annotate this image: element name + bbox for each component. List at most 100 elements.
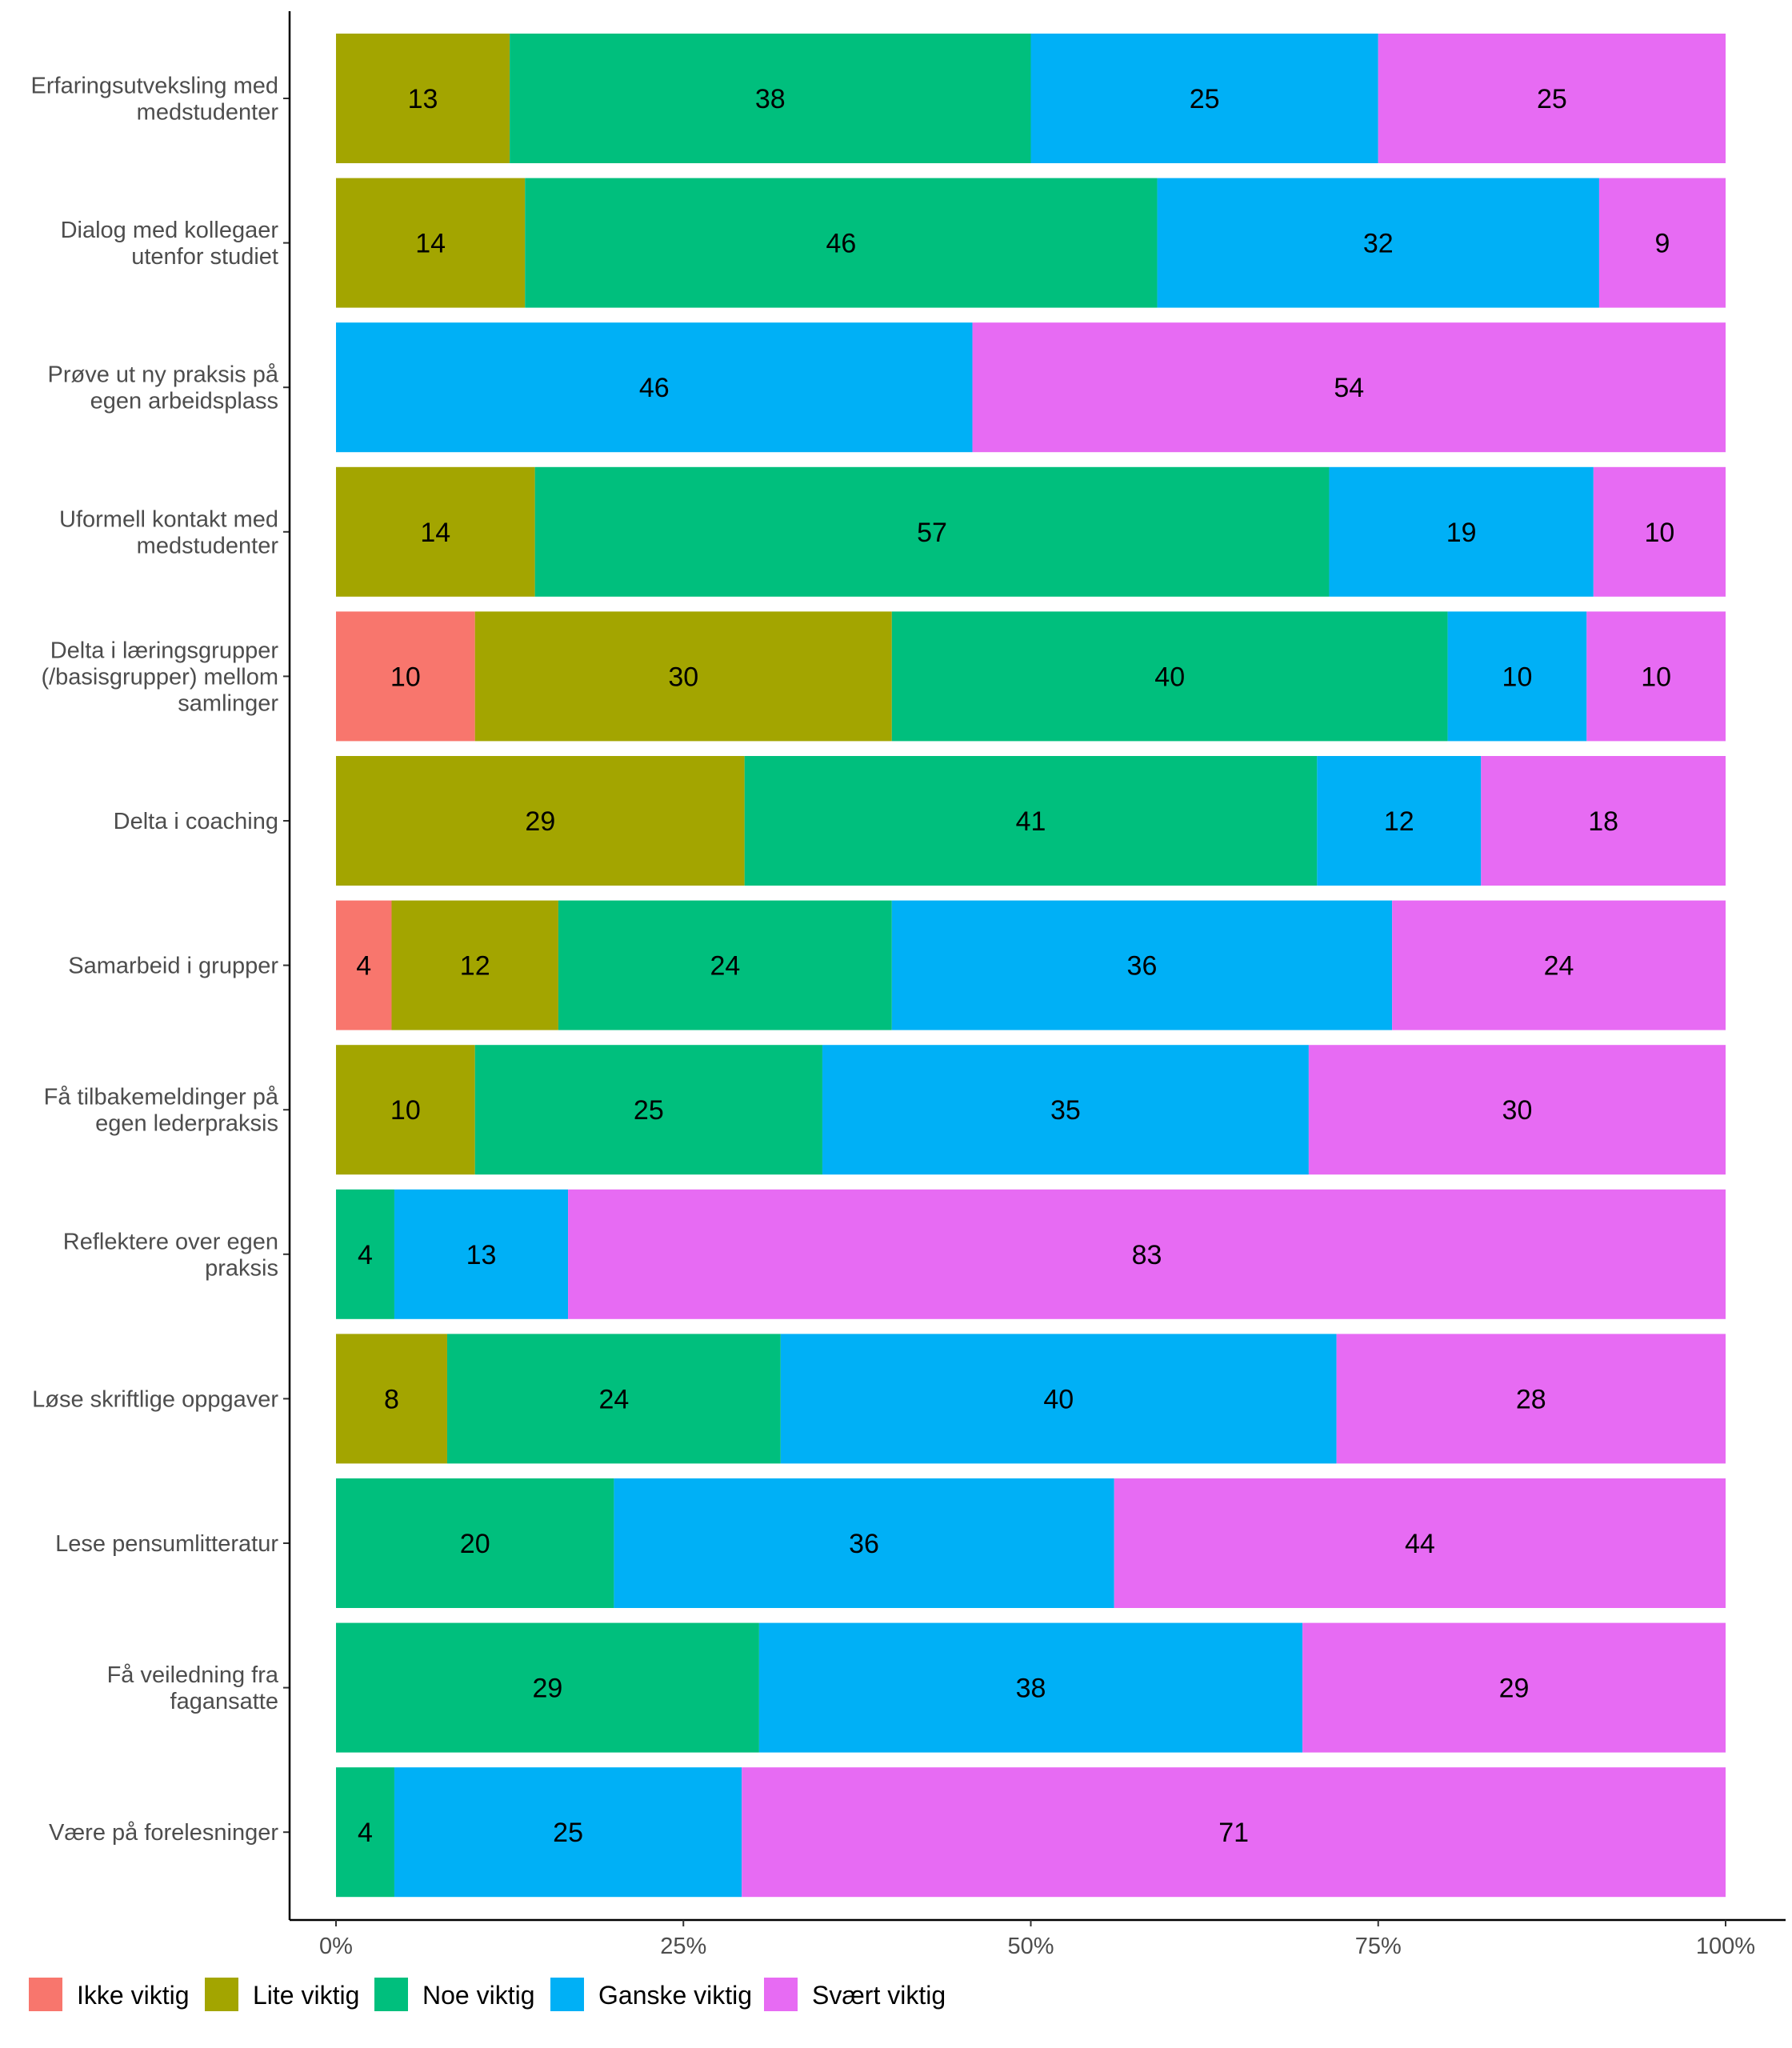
legend-label: Noe viktig (422, 1981, 535, 2010)
category-label: Få veiledning fra fagansatte (107, 1662, 279, 1714)
legend-label: Lite viktig (253, 1981, 359, 2010)
bar-segment (568, 1189, 1726, 1319)
data-label: 14 (415, 229, 446, 259)
data-label: 28 (1516, 1384, 1546, 1414)
bar-segment (1329, 466, 1594, 597)
data-labels-layer: 13 38 25 25 14 46 32 9 46 54 14 57 19 10 10 30 40 10 10 29 4… (356, 84, 1674, 1848)
bar-segment (394, 1767, 742, 1898)
data-label: 12 (1384, 806, 1414, 837)
data-label: 25 (634, 1095, 664, 1126)
bar-segment (1114, 1478, 1726, 1608)
legend-swatch (550, 1978, 584, 2011)
category-label: Delta i læringsgrupper (/basisgrupper) me… (41, 638, 278, 716)
category-label: Lese pensumlitteratur (55, 1531, 278, 1557)
data-label: 25 (553, 1818, 583, 1848)
data-label: 24 (1544, 951, 1574, 982)
data-label: 40 (1043, 1384, 1074, 1414)
data-label: 10 (390, 1095, 421, 1126)
bar-segment (336, 1478, 614, 1608)
data-label: 18 (1588, 806, 1618, 837)
data-label: 29 (1499, 1674, 1530, 1704)
bar-segment (336, 900, 392, 1030)
data-label: 36 (1127, 951, 1158, 982)
bar-segment (1481, 756, 1726, 886)
category-label: Erfaringsutveksling med medstudenter (31, 74, 279, 126)
x-tick-label: 0% (319, 1934, 353, 1959)
data-label: 29 (533, 1674, 563, 1704)
bar-segment (614, 1478, 1114, 1608)
bar-segment (780, 1334, 1337, 1464)
category-label: Uformell kontakt med medstudenter (59, 506, 278, 558)
category-label: Dialog med kollegaer utenfor studiet (61, 218, 279, 270)
bar-segment (446, 1334, 781, 1464)
bar-segment (1586, 611, 1726, 742)
bar-segment (972, 322, 1726, 453)
data-label: 24 (598, 1384, 629, 1414)
legend-swatch (764, 1978, 798, 2011)
legend-swatch (205, 1978, 238, 2011)
data-label: 4 (356, 951, 371, 982)
bar-segment (534, 466, 1330, 597)
bar-segment (336, 34, 510, 163)
data-label: 46 (826, 229, 856, 259)
data-label: 12 (460, 951, 490, 982)
category-label: Være på forelesninger (49, 1820, 278, 1846)
category-label: Løse skriftlige oppgaver (32, 1386, 278, 1412)
data-label: 40 (1154, 662, 1185, 692)
bar-segment (758, 1622, 1303, 1753)
data-label: 14 (420, 518, 450, 548)
data-label: 44 (1405, 1529, 1435, 1559)
legend-label: Ganske viktig (598, 1981, 752, 2010)
bar-segment (336, 1767, 394, 1898)
x-tick-label: 25% (660, 1934, 706, 1959)
category-label: Samarbeid i grupper (68, 954, 278, 979)
bar-segment (510, 34, 1031, 163)
bar-segment (336, 178, 526, 308)
axes-layer: 0% 25% 50% 75% 100% (283, 11, 1786, 1959)
bar-segment (1308, 1045, 1726, 1175)
category-labels-layer: Erfaringsutveksling med medstudenter Dialo… (31, 74, 279, 1846)
legend-label: Svært viktig (812, 1981, 946, 2010)
bar-segment (742, 1767, 1726, 1898)
data-label: 32 (1363, 229, 1394, 259)
bar-segment (525, 178, 1158, 308)
data-label: 4 (358, 1240, 373, 1270)
category-label: Få tilbakemeldinger på egen lederpraksis (44, 1085, 279, 1137)
bar-segment (1378, 34, 1726, 163)
bar-segment (474, 611, 892, 742)
bar-segment (336, 322, 973, 453)
legend-label: Ikke viktig (77, 1981, 189, 2010)
bar-segment (336, 1622, 759, 1753)
data-label: 19 (1446, 518, 1477, 548)
bar-segment (1317, 756, 1482, 886)
bar-segment (474, 1045, 822, 1175)
data-label: 41 (1016, 806, 1046, 837)
data-label: 10 (1502, 662, 1533, 692)
bar-segment (394, 1189, 569, 1319)
legend: Ikke viktig Lite viktig Noe viktig Ganske v… (29, 1978, 946, 2011)
bar-segment (336, 756, 745, 886)
data-label: 54 (1334, 373, 1364, 403)
data-label: 46 (639, 373, 670, 403)
bar-segment (1157, 178, 1599, 308)
category-label: Reflektere over egen praksis (63, 1229, 278, 1281)
data-label: 25 (1537, 84, 1567, 114)
data-label: 13 (408, 84, 438, 114)
data-label: 13 (466, 1240, 497, 1270)
data-label: 38 (755, 84, 786, 114)
bar-segment (391, 900, 558, 1030)
bar-segment (558, 900, 892, 1030)
bar-segment (1030, 34, 1378, 163)
data-label: 30 (668, 662, 698, 692)
category-label: Delta i coaching (114, 809, 278, 834)
bar-segment (1593, 466, 1726, 597)
x-tick-label: 50% (1007, 1934, 1054, 1959)
bar-segment (1392, 900, 1726, 1030)
bar-segment (336, 466, 535, 597)
bar-segment (336, 1189, 394, 1319)
data-label: 10 (1644, 518, 1674, 548)
category-label: Prøve ut ny praksis på egen arbeidsplass (48, 362, 279, 414)
data-label: 57 (917, 518, 947, 548)
bar-segment (1598, 178, 1726, 308)
